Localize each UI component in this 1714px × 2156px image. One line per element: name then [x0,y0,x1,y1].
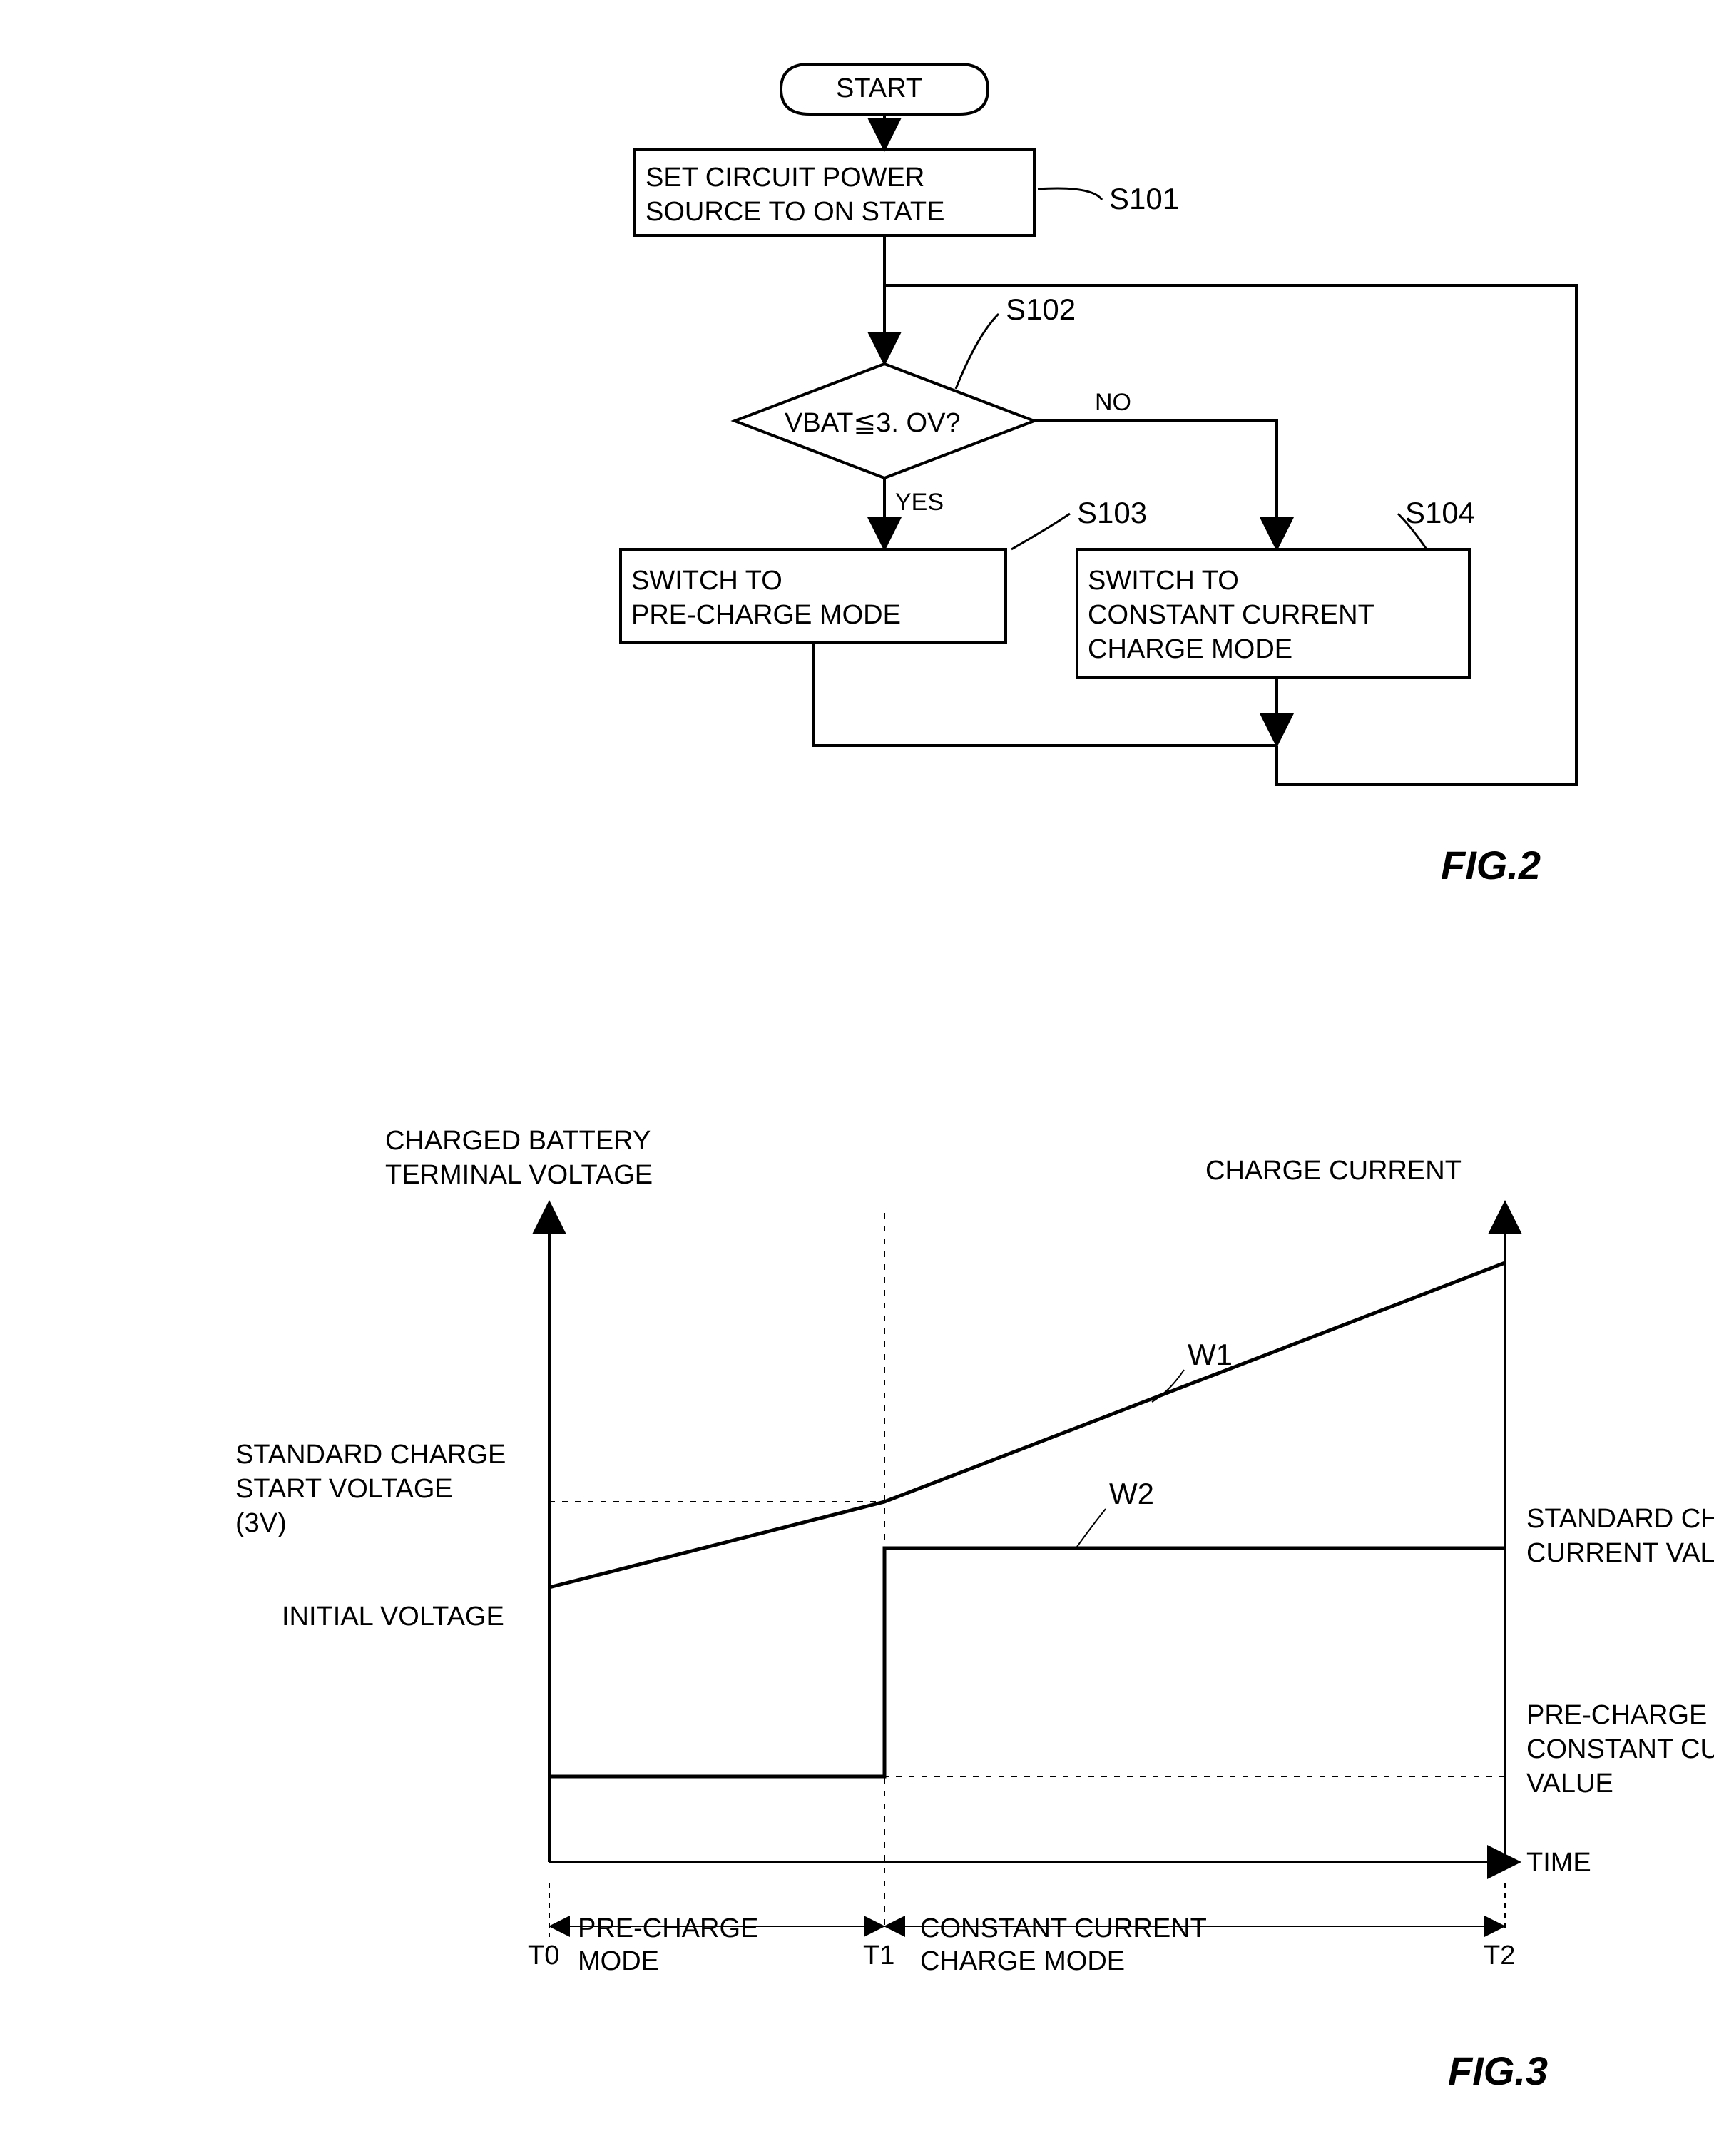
s103-label: SWITCH TO PRE-CHARGE MODE [631,564,901,632]
left-y-label: CHARGED BATTERY TERMINAL VOLTAGE [385,1124,653,1192]
s102-yes: YES [895,489,944,517]
time-label: TIME [1526,1848,1591,1878]
s102-ref: S102 [1006,293,1076,327]
fig3-chart [549,1206,1516,1937]
t0-label: T0 [528,1941,559,1971]
fig3-title: FIG.3 [1448,2048,1548,2094]
std-charge-start-v: STANDARD CHARGE START VOLTAGE (3V) [235,1438,506,1540]
cc-mode: CONSTANT CURRENT CHARGE MODE [920,1912,1207,1978]
right-y-label: CHARGE CURRENT [1205,1156,1462,1186]
w1-label: W1 [1188,1338,1233,1372]
diagram-svg [0,0,1714,2156]
t1-label: T1 [863,1941,894,1971]
s102-label: VBAT≦3. OV? [785,407,961,439]
s103-ref: S103 [1077,496,1147,530]
w2-label: W2 [1109,1477,1154,1511]
s101-label: SET CIRCUIT POWER SOURCE TO ON STATE [646,161,944,229]
precharge-mode: PRE-CHARGE MODE [578,1912,758,1978]
s104-ref: S104 [1405,496,1475,530]
t2-label: T2 [1484,1941,1515,1971]
precharge-current: PRE-CHARGE CONSTANT CURRENT VALUE [1526,1698,1714,1801]
fig2-title: FIG.2 [1441,842,1541,888]
std-charge-current: STANDARD CHARGE CURRENT VALUE [1526,1502,1714,1570]
start-label: START [836,73,922,104]
s101-ref: S101 [1109,182,1179,216]
s104-label: SWITCH TO CONSTANT CURRENT CHARGE MODE [1088,564,1374,666]
diagram-container: START SET CIRCUIT POWER SOURCE TO ON STA… [0,0,1714,2156]
initial-voltage: INITIAL VOLTAGE [282,1602,504,1632]
s102-no: NO [1095,389,1131,417]
